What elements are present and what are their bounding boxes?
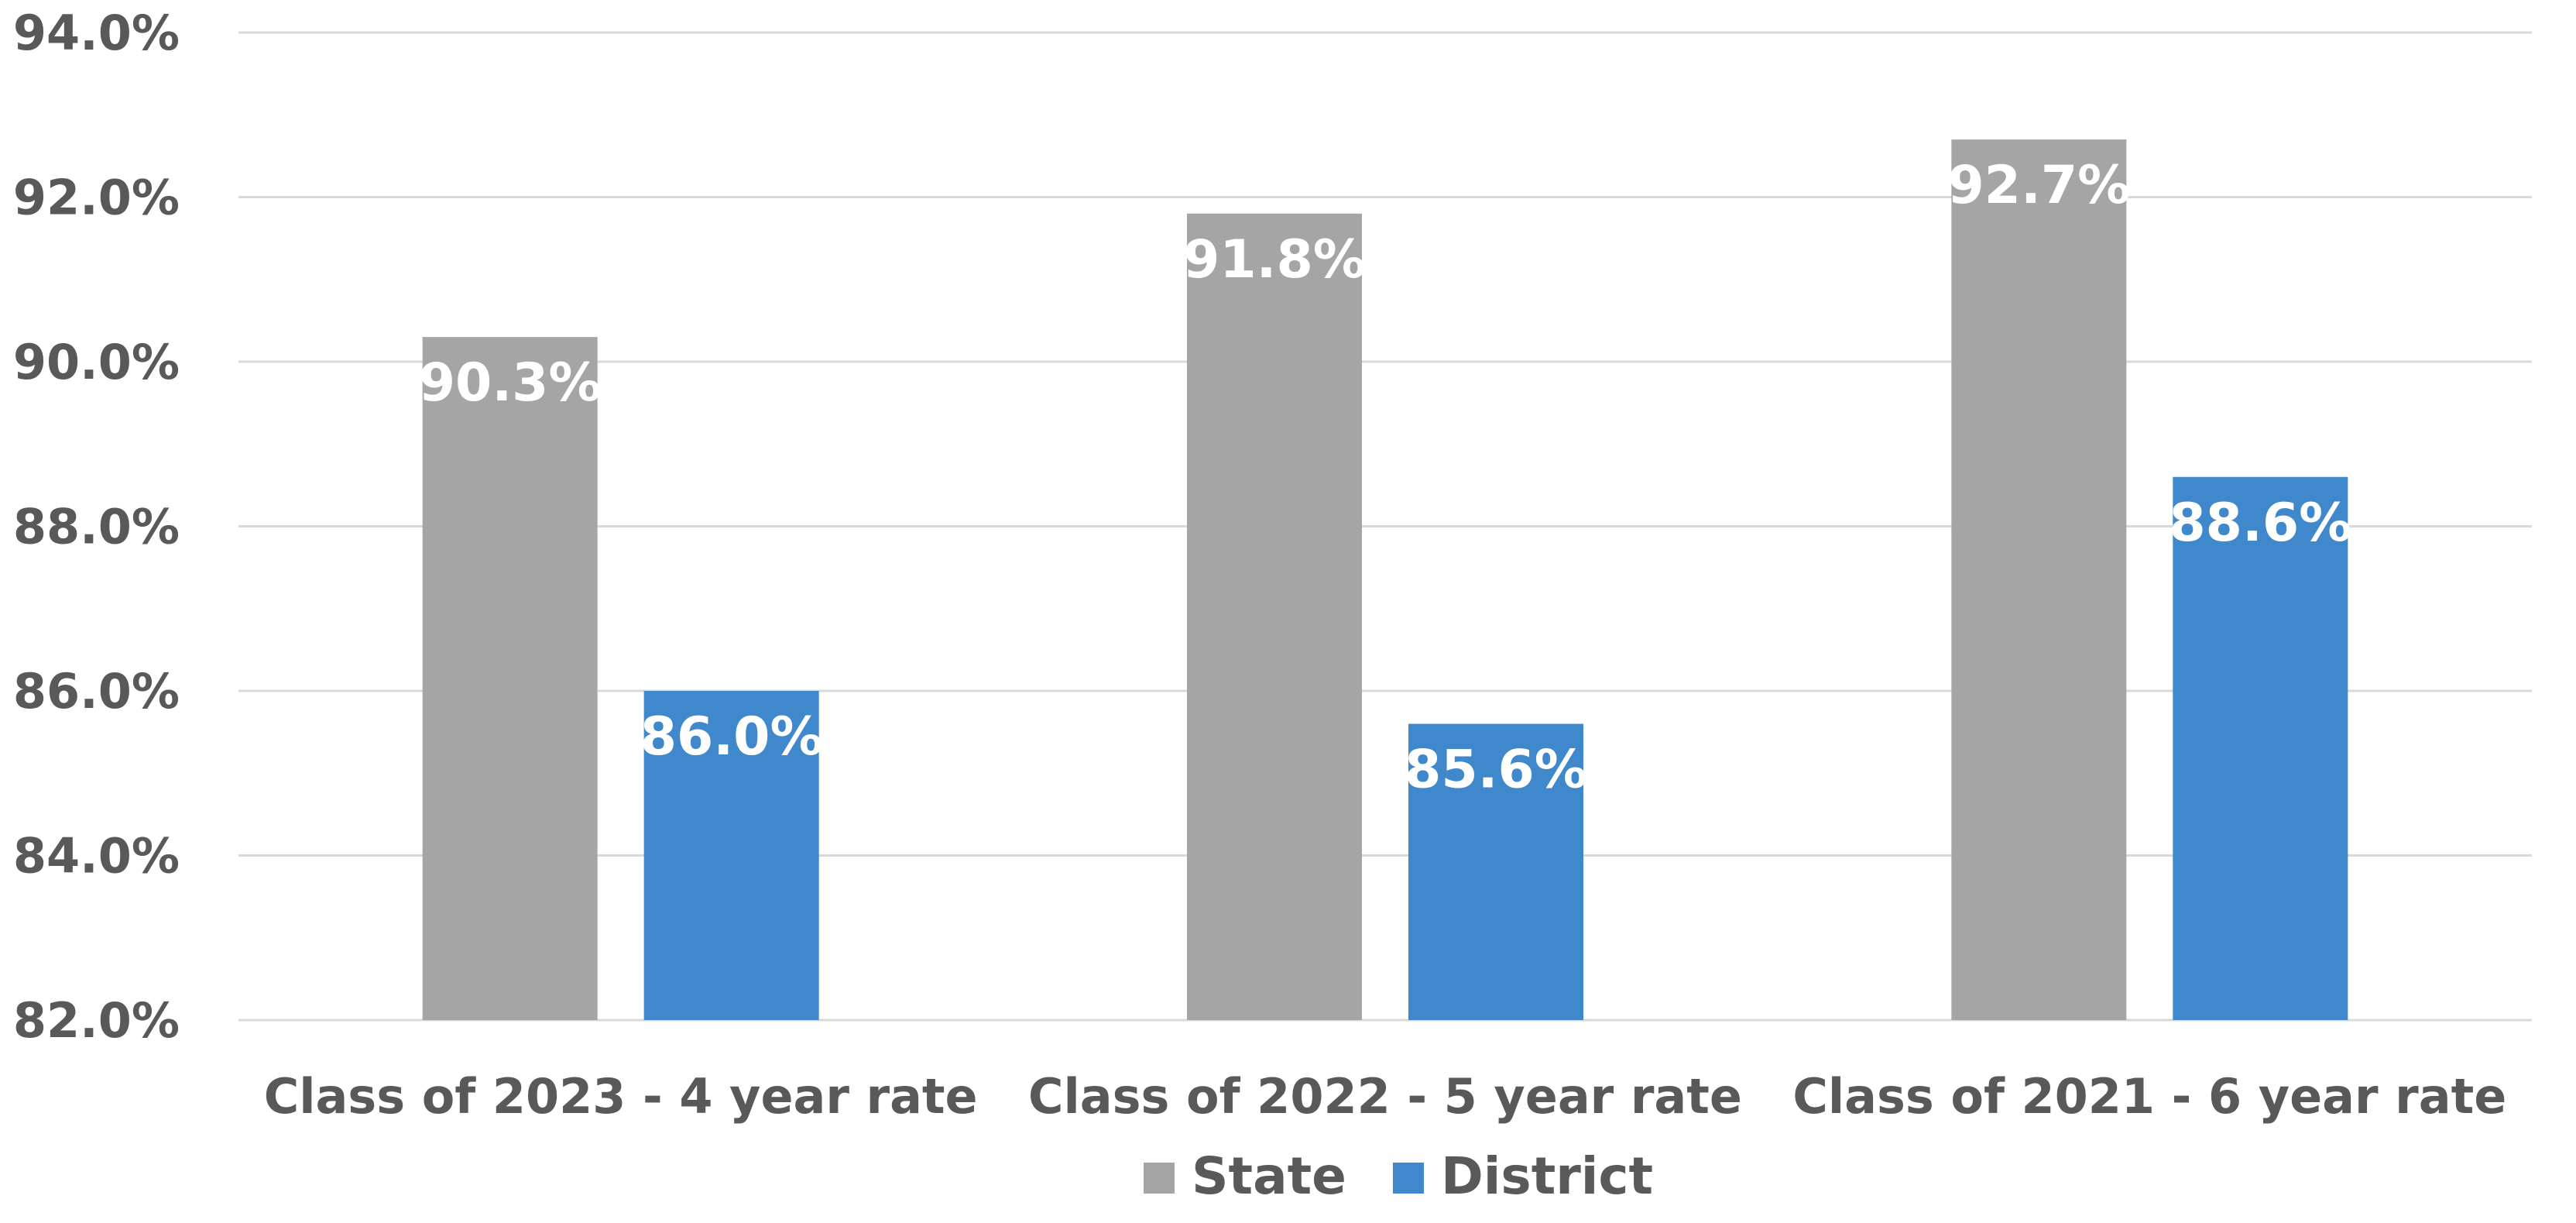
x-category-label: Class of 2022 - 5 year rate	[1028, 1068, 1742, 1125]
bar-state-2	[1187, 213, 1362, 1020]
legend-swatch-district	[1393, 1163, 1424, 1194]
legend-label-district: District	[1441, 1146, 1653, 1206]
y-tick-label: 94.0%	[13, 5, 180, 61]
data-label-state-3: 92.7%	[1947, 155, 2130, 216]
y-tick-label: 92.0%	[13, 170, 180, 226]
bar-district-1	[643, 691, 819, 1020]
x-category-label: Class of 2023 - 4 year rate	[264, 1068, 978, 1125]
data-label-district-2: 85.6%	[1405, 740, 1587, 801]
data-label-state-1: 90.3%	[419, 352, 602, 414]
data-label-state-2: 91.8%	[1183, 229, 1366, 290]
legend-swatch-state	[1144, 1163, 1175, 1194]
x-axis-categories: Class of 2023 - 4 year rate Class of 2022…	[264, 1068, 2507, 1125]
x-category-label: Class of 2021 - 6 year rate	[1792, 1068, 2506, 1125]
data-label-district-3: 88.6%	[2169, 493, 2351, 554]
bar-state-1	[422, 337, 598, 1020]
bar-district-3	[2173, 476, 2348, 1020]
bar-district-2	[1408, 723, 1583, 1020]
data-labels: 90.3% 86.0% 91.8% 85.6% 92.7% 88.6%	[419, 155, 2352, 800]
gridlines	[238, 31, 2532, 1022]
bars	[422, 139, 2348, 1020]
y-axis-ticks: 82.0% 84.0% 86.0% 88.0% 90.0% 92.0% 94.0%	[13, 5, 180, 1049]
data-label-district-1: 86.0%	[640, 706, 823, 768]
y-tick-label: 82.0%	[13, 992, 180, 1049]
y-tick-label: 86.0%	[13, 663, 180, 720]
bar-state-3	[1951, 139, 2127, 1020]
y-tick-label: 88.0%	[13, 499, 180, 555]
legend: State District	[1144, 1146, 1653, 1206]
y-tick-label: 84.0%	[13, 828, 180, 885]
legend-label-state: State	[1192, 1146, 1346, 1206]
y-tick-label: 90.0%	[13, 334, 180, 390]
